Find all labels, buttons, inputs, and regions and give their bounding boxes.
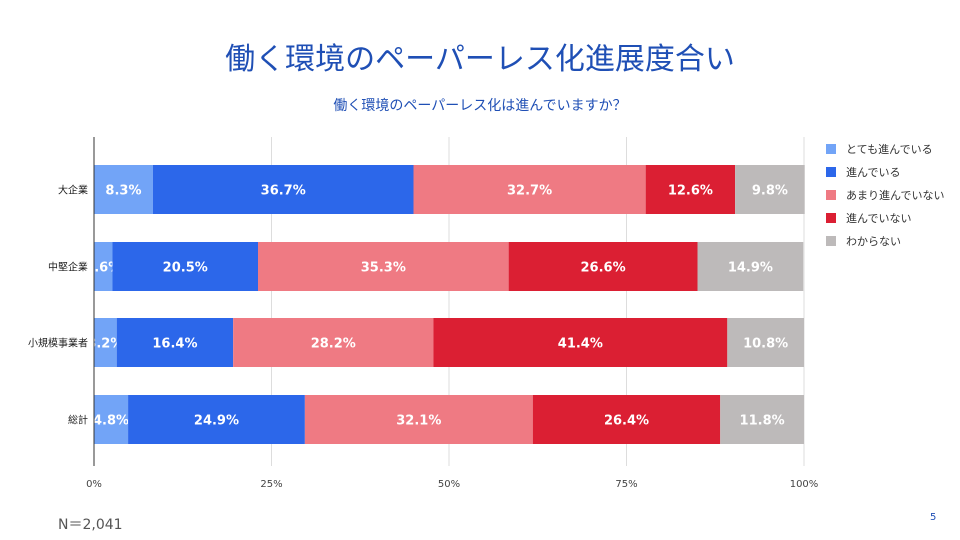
legend-swatch: [826, 166, 836, 177]
bar-segment: [645, 165, 736, 214]
category-label: 小規模事業者: [28, 337, 88, 350]
chart-title: 働く環境のペーパーレス化は進んでいますか？: [333, 98, 627, 114]
legend-label: わからない: [846, 234, 901, 248]
data-label: 11.8%: [740, 414, 785, 429]
legend-label: 進んでいる: [846, 165, 901, 179]
legend-swatch: [826, 189, 836, 200]
bar-segment: [94, 242, 113, 291]
category-label: 総計: [68, 414, 88, 427]
bar-segment: [94, 165, 153, 214]
data-label: 8.3%: [105, 184, 141, 199]
bar-segment: [94, 318, 117, 367]
data-label: 36.7%: [261, 184, 306, 199]
x-tick-label: 0%: [86, 479, 102, 490]
data-label: 26.4%: [604, 414, 649, 429]
bar-segment: [258, 242, 509, 291]
legend-swatch: [826, 235, 836, 246]
category-label: 大企業: [58, 184, 88, 197]
x-tick-label: 75%: [615, 479, 637, 490]
data-label: 16.4%: [152, 337, 197, 352]
sample-size-note: N＝2,041: [58, 517, 123, 533]
data-label: 35.3%: [361, 261, 406, 276]
bar-segment: [413, 165, 646, 214]
bar-segment: [508, 242, 698, 291]
data-label: 10.8%: [743, 337, 788, 352]
legend-swatch: [826, 212, 836, 223]
bar-segment: [94, 395, 129, 444]
bar-segment: [116, 318, 234, 367]
data-label: 14.9%: [728, 261, 773, 276]
category-label: 中堅企業: [48, 261, 88, 274]
legend-item: 進んでいない: [826, 206, 944, 229]
legend: とても進んでいる 進んでいるあまり進んでいない 進んでいない わからない: [826, 137, 944, 252]
legend-label: あまり進んでいない: [846, 188, 945, 202]
bar-segment: [128, 395, 305, 444]
bar-segment: [304, 395, 533, 444]
x-tick-label: 50%: [438, 479, 460, 490]
data-label: 32.7%: [507, 184, 552, 199]
legend-item: 進んでいる: [826, 160, 944, 183]
page-number: 5: [930, 512, 937, 523]
data-label: 28.2%: [311, 337, 356, 352]
bar-segment: [697, 242, 804, 291]
data-label: 3.2%: [87, 337, 123, 352]
data-label: 32.1%: [396, 414, 441, 429]
bar-segment: [735, 165, 805, 214]
legend-swatch: [826, 143, 836, 154]
data-label: 4.8%: [93, 414, 129, 429]
legend-label: とても進んでいる: [846, 142, 933, 156]
bar-segment: [532, 395, 721, 444]
legend-item: とても進んでいる: [826, 137, 944, 160]
data-label: 26.6%: [581, 261, 626, 276]
x-tick-label: 100%: [790, 479, 819, 490]
legend-item: わからない: [826, 229, 944, 252]
data-label: 12.6%: [668, 184, 713, 199]
data-label: 41.4%: [558, 337, 603, 352]
bar-segment: [727, 318, 804, 367]
data-label: 9.8%: [752, 184, 788, 199]
data-label: 20.5%: [163, 261, 208, 276]
bar-segment: [152, 165, 414, 214]
bar-segment: [720, 395, 804, 444]
legend-item: あまり進んでいない: [826, 183, 944, 206]
legend-label: 進んでいない: [846, 211, 912, 225]
data-label: 24.9%: [194, 414, 239, 429]
x-tick-label: 25%: [260, 479, 282, 490]
page-title: 働く環境のペーパーレス化進展度合い: [225, 42, 735, 77]
bar-segment: [433, 318, 728, 367]
bar-segment: [233, 318, 434, 367]
bar-segment: [112, 242, 259, 291]
